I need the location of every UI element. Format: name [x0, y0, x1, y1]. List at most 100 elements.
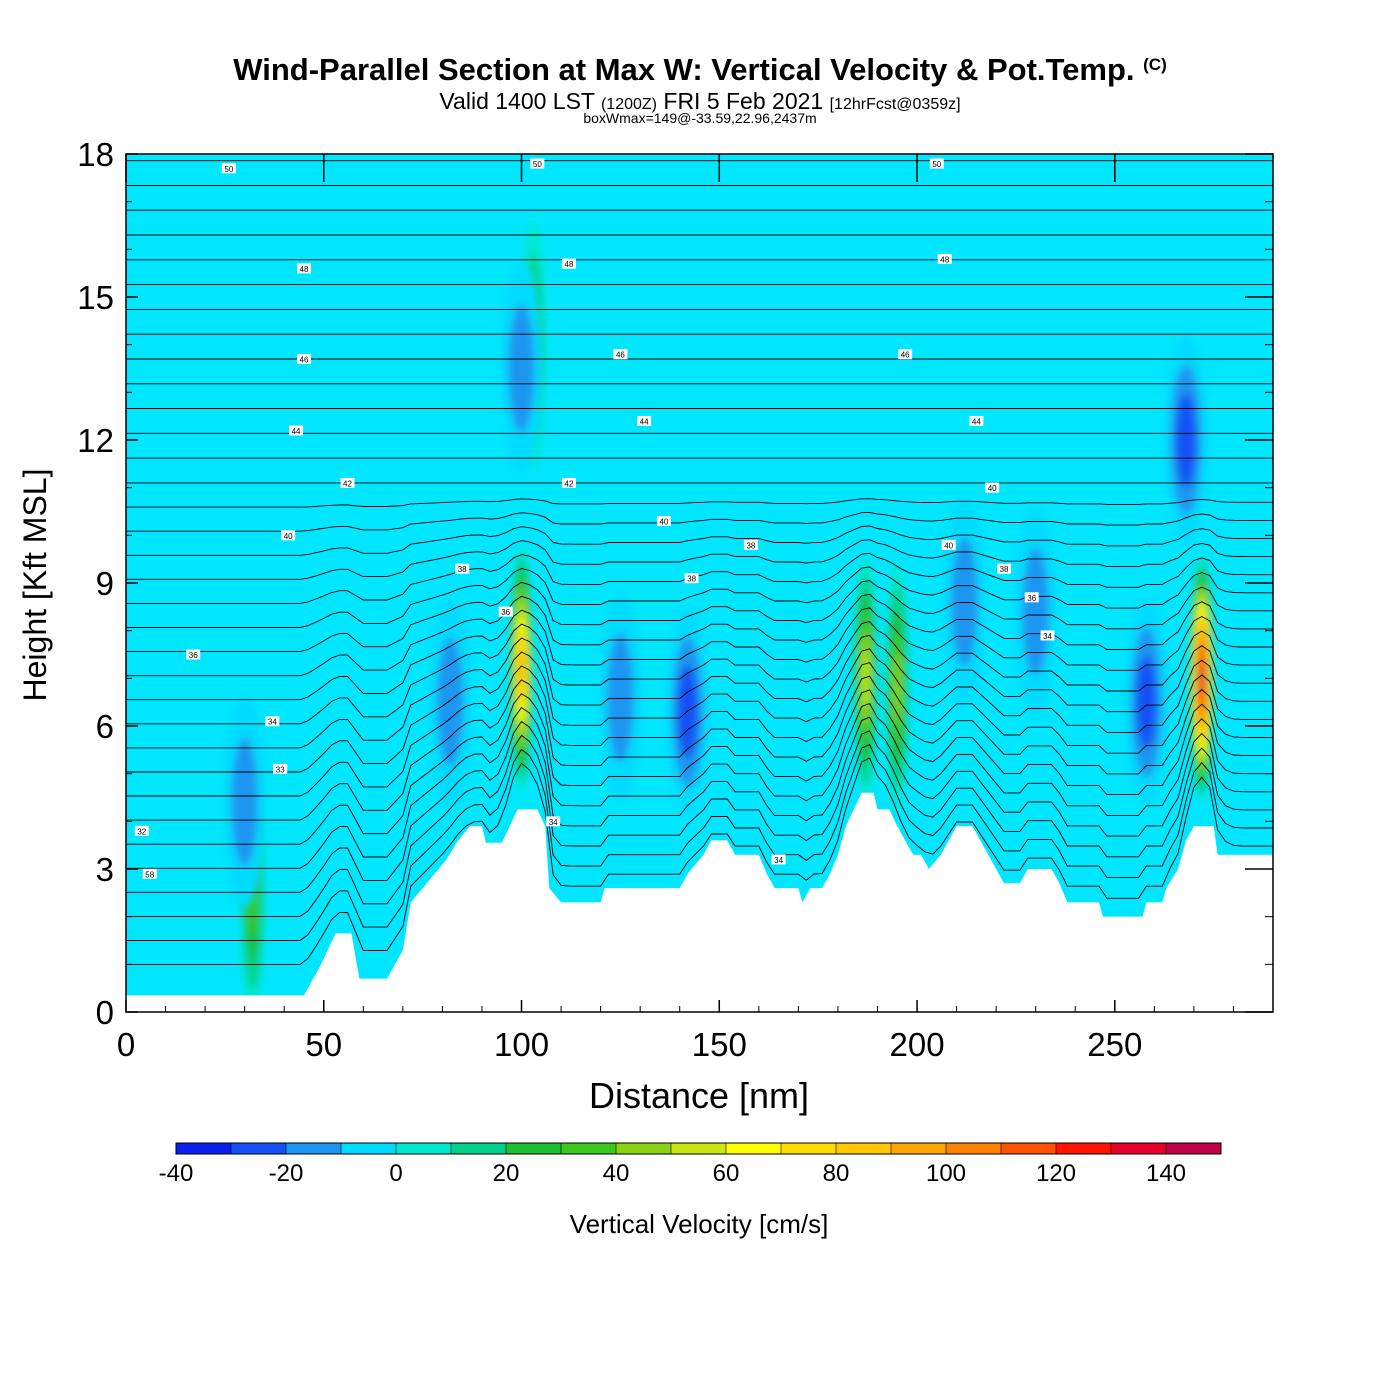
colorbar-swatch: [561, 1143, 617, 1154]
colorbar-swatch: [451, 1143, 507, 1154]
velocity-band: [1022, 547, 1050, 677]
theta-contours: [126, 160, 1273, 966]
svg-text:40: 40: [944, 541, 953, 550]
theta-label: 32: [134, 825, 149, 836]
vertical-velocity-field: [222, 220, 1215, 1012]
svg-text:36: 36: [501, 608, 510, 617]
velocity-cell: [1164, 335, 1208, 545]
svg-text:38: 38: [458, 565, 467, 574]
velocity-band: [1199, 665, 1204, 692]
svg-text:40: 40: [659, 518, 668, 527]
theta-contour-line: [126, 525, 1273, 556]
svg-text:48: 48: [940, 255, 949, 264]
theta-label: 42: [561, 477, 576, 488]
colorbar-swatch: [176, 1143, 232, 1154]
svg-text:58: 58: [145, 870, 154, 879]
colorbar-tick-label: 0: [389, 1160, 402, 1187]
velocity-band: [436, 637, 464, 767]
y-tick-label: 15: [77, 279, 114, 316]
svg-text:34: 34: [268, 718, 277, 727]
theta-label: 33: [273, 763, 288, 774]
svg-text:42: 42: [565, 479, 574, 488]
colorbar-swatch: [726, 1143, 782, 1154]
svg-text:46: 46: [616, 351, 625, 360]
box-wmax-info: boxWmax=149@-33.59,22.96,2437m: [583, 110, 817, 126]
theta-label: 34: [546, 816, 561, 827]
theta-contour-line: [126, 539, 1273, 580]
colorbar-tick-label: -40: [159, 1160, 194, 1187]
forecast-info: [12hrFcst@0359z]: [829, 96, 961, 113]
theta-label: 46: [613, 349, 628, 360]
theta-contour-line: [126, 607, 1273, 701]
velocity-band: [508, 303, 535, 434]
svg-text:50: 50: [533, 160, 542, 169]
y-tick-label: 12: [77, 422, 114, 459]
velocity-band: [519, 650, 524, 688]
colorbar-tick-label: 80: [823, 1160, 850, 1187]
theta-label: 50: [530, 158, 545, 169]
theta-label: 34: [265, 716, 280, 727]
theta-label: 34: [1040, 630, 1055, 641]
theta-contour-line: [126, 511, 1273, 532]
velocity-cell: [428, 597, 473, 808]
svg-text:50: 50: [932, 160, 941, 169]
velocity-cell: [1013, 506, 1058, 717]
svg-text:44: 44: [640, 417, 649, 426]
theta-label: 34: [771, 854, 786, 865]
colorbar-swatch: [836, 1143, 892, 1154]
colorbar-swatch: [671, 1143, 727, 1154]
theta-contour-line: [126, 757, 1273, 966]
svg-text:46: 46: [300, 355, 309, 364]
velocity-cell: [598, 592, 643, 803]
chart-title: Wind-Parallel Section at Max W: Vertical…: [0, 52, 1400, 88]
colorbar-swatch: [1166, 1143, 1222, 1154]
theta-contour-line: [126, 702, 1273, 869]
theta-label: 50: [221, 163, 236, 174]
velocity-cell: [852, 554, 879, 803]
x-axis-label: Distance [nm]: [589, 1075, 809, 1116]
theta-label: 42: [340, 477, 355, 488]
velocity-band: [231, 737, 259, 867]
theta-label: 38: [997, 563, 1012, 574]
svg-text:36: 36: [189, 651, 198, 660]
copyright-mark: (C): [1143, 55, 1167, 74]
colorbar-swatch: [396, 1143, 452, 1154]
theta-contour-line: [126, 716, 1273, 893]
velocity-cell: [884, 563, 910, 812]
colorbar-frame: [175, 1142, 1222, 1155]
theta-label: 38: [684, 573, 699, 584]
colorbar-swatch: [1001, 1143, 1057, 1154]
svg-text:40: 40: [988, 484, 997, 493]
valid-time: Valid 1400 LST: [439, 88, 595, 114]
theta-contour-line: [126, 498, 1273, 508]
colorbar: -40 -20 0 20 40 60 80 100 120 140: [159, 1142, 1222, 1187]
colorbar-swatch: [341, 1143, 397, 1154]
x-tick-label: 250: [1087, 1026, 1142, 1063]
theta-contour-line: [126, 552, 1273, 604]
velocity-cell: [665, 606, 710, 817]
theta-label: 48: [296, 263, 311, 274]
svg-text:48: 48: [565, 260, 574, 269]
theta-contour-line: [126, 566, 1273, 628]
theta-contour-line: [126, 634, 1273, 749]
colorbar-swatch: [286, 1143, 342, 1154]
theta-contour-line: [126, 675, 1273, 821]
svg-text:38: 38: [1000, 565, 1009, 574]
theta-contour-line: [126, 689, 1273, 845]
theta-label: 40: [656, 516, 671, 527]
velocity-band: [1176, 393, 1196, 487]
theta-label: 58: [142, 868, 157, 879]
theta-contour-line: [126, 662, 1273, 797]
svg-text:36: 36: [1027, 594, 1036, 603]
svg-text:34: 34: [774, 856, 783, 865]
theta-contour-line: [126, 593, 1273, 677]
colorbar-swatch: [231, 1143, 287, 1154]
y-tick-label: 18: [77, 136, 114, 173]
svg-text:38: 38: [746, 541, 755, 550]
theta-label: 40: [941, 539, 956, 550]
y-tick-label: 9: [96, 565, 114, 602]
svg-text:38: 38: [687, 575, 696, 584]
theta-contour-line: [126, 580, 1273, 653]
